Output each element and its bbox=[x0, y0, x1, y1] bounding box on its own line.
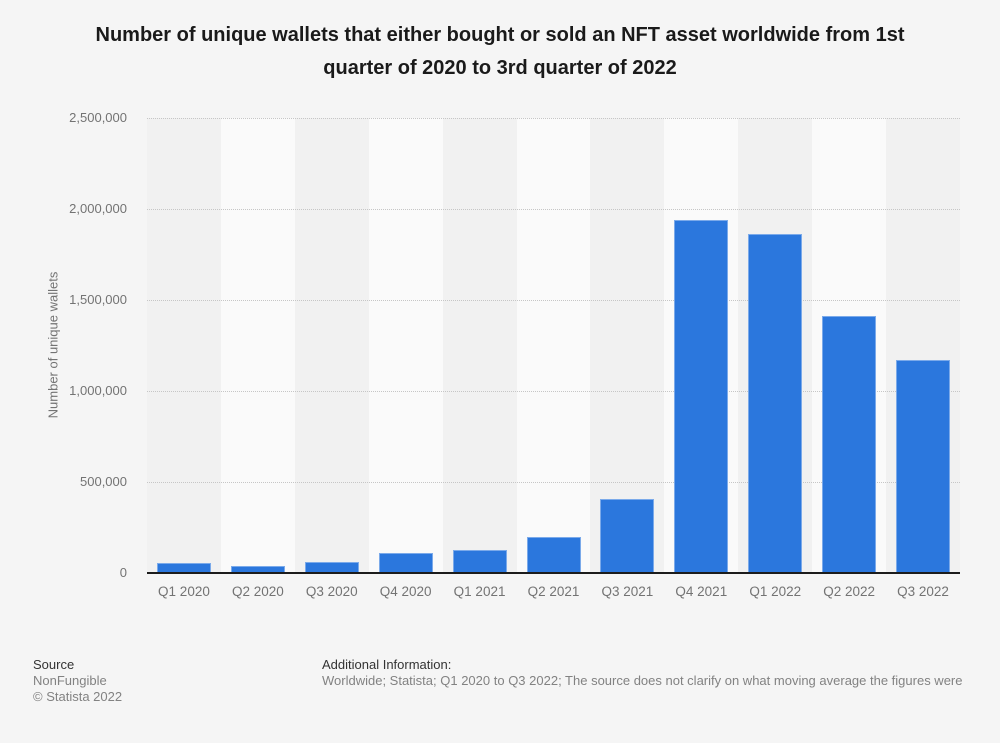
bar-q4-2020[interactable] bbox=[378, 552, 433, 573]
x-axis-label: Q2 2020 bbox=[231, 584, 284, 599]
x-axis-label: Q3 2021 bbox=[601, 584, 654, 599]
bar-q2-2020[interactable] bbox=[230, 566, 285, 573]
column-stripe bbox=[442, 118, 517, 573]
gridline bbox=[147, 209, 960, 210]
bar-q1-2022[interactable] bbox=[748, 233, 803, 573]
gridline bbox=[147, 391, 960, 392]
source-block: Source NonFungible © Statista 2022 bbox=[33, 656, 122, 705]
bar-q2-2021[interactable] bbox=[526, 536, 581, 573]
gridline bbox=[147, 300, 960, 301]
y-tick-label: 2,500,000 bbox=[69, 110, 127, 125]
x-axis-line bbox=[147, 572, 960, 574]
source-value[interactable]: NonFungible bbox=[33, 673, 107, 688]
column-stripe bbox=[294, 118, 369, 573]
x-axis: Q1 2020 Q2 2020 Q3 2020 Q4 2020 Q1 2021 Q2 20… bbox=[147, 584, 960, 604]
additional-info-label: Additional Information: bbox=[322, 657, 452, 672]
column-stripe bbox=[516, 118, 591, 573]
x-axis-label: Q4 2020 bbox=[379, 584, 432, 599]
bar-q1-2020[interactable] bbox=[156, 562, 211, 573]
additional-info-value: Worldwide; Statista; Q1 2020 to Q3 2022;… bbox=[322, 673, 963, 688]
gridline bbox=[147, 118, 960, 119]
x-axis-label: Q2 2021 bbox=[527, 584, 580, 599]
chart-title: Number of unique wallets that either bou… bbox=[95, 24, 905, 79]
bar-q3-2022[interactable] bbox=[896, 360, 951, 573]
y-tick-label: 0 bbox=[119, 565, 127, 580]
bar-q1-2021[interactable] bbox=[452, 550, 507, 573]
source-label: Source bbox=[33, 657, 75, 672]
x-axis-label: Q1 2022 bbox=[749, 584, 802, 599]
y-tick-label: 2,000,000 bbox=[69, 201, 127, 216]
x-axis-label: Q1 2021 bbox=[453, 584, 506, 599]
x-axis-label: Q2 2022 bbox=[823, 584, 876, 599]
bar-q3-2020[interactable] bbox=[304, 562, 359, 573]
column-stripe bbox=[147, 118, 221, 573]
bar-q4-2021[interactable] bbox=[674, 219, 729, 573]
x-axis-label: Q4 2021 bbox=[675, 584, 728, 599]
y-tick-label: 1,000,000 bbox=[69, 383, 127, 398]
x-axis-label: Q3 2022 bbox=[897, 584, 949, 599]
bar-q3-2021[interactable] bbox=[600, 499, 655, 573]
column-stripe bbox=[220, 118, 295, 573]
y-axis: 2,500,000 2,000,000 1,500,000 1,000,000 500,… bbox=[0, 110, 133, 580]
gridline bbox=[147, 482, 960, 483]
copyright: © Statista 2022 bbox=[33, 689, 123, 704]
additional-info-block: Additional Information: Worldwide; Stati… bbox=[322, 656, 963, 689]
x-axis-label: Q3 2020 bbox=[305, 584, 358, 599]
column-stripe bbox=[590, 118, 665, 573]
y-tick-label: 500,000 bbox=[80, 474, 127, 489]
y-tick-label: 1,500,000 bbox=[69, 292, 127, 307]
column-stripe bbox=[368, 118, 443, 573]
bar-q2-2022[interactable] bbox=[822, 316, 877, 573]
plot-area bbox=[147, 118, 960, 574]
x-axis-label: Q1 2020 bbox=[158, 584, 210, 599]
